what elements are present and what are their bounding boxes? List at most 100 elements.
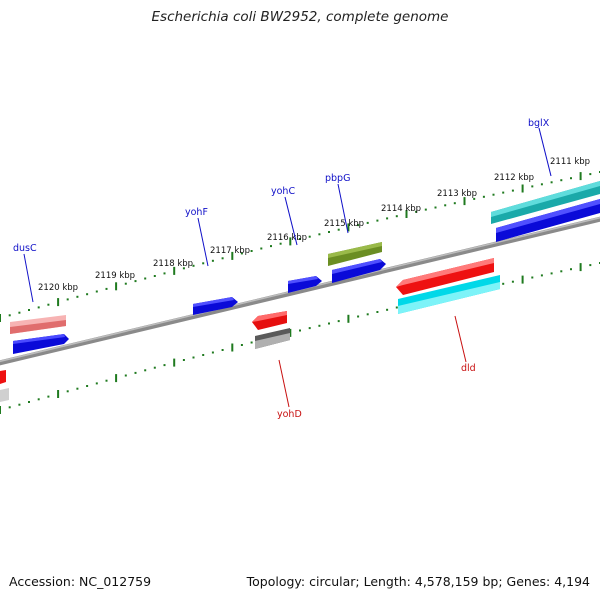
lower-track-minor-tick <box>211 351 214 354</box>
lower-track-minor-tick <box>570 268 572 271</box>
accession-text: Accession: NC_012759 <box>9 574 152 589</box>
lower-track-minor-tick <box>66 390 69 393</box>
lower-track-minor-tick <box>105 379 108 382</box>
upper-track-minor-tick <box>8 314 11 317</box>
upper-track-major-tick <box>521 184 524 193</box>
lower-track-minor-tick <box>76 387 79 390</box>
upper-track-minor-tick <box>531 185 534 188</box>
upper-track-minor-tick <box>124 282 127 285</box>
upper-track-minor-tick <box>376 219 379 222</box>
upper-track-minor-tick <box>221 257 224 260</box>
callout-pbpG <box>337 183 349 234</box>
gene-dld-feature[interactable] <box>396 258 494 295</box>
gene-pbpG-feature[interactable] <box>328 242 382 266</box>
lower-track-minor-tick <box>202 354 205 356</box>
gene-blue-arrow-2[interactable] <box>332 259 386 283</box>
upper-track-major-tick <box>289 237 292 246</box>
tick-label-2115: 2115 kbp <box>324 219 364 229</box>
lower-track-minor-tick <box>531 276 534 279</box>
upper-track-minor-tick <box>434 206 437 209</box>
gene-label-dld: dld <box>461 363 476 374</box>
gene-red-arrow-left[interactable] <box>0 370 6 384</box>
upper-track-minor-tick <box>202 262 205 265</box>
upper-track-minor-tick <box>37 306 40 309</box>
callout-yohF <box>197 217 209 267</box>
gene-yohC-feature[interactable] <box>288 276 322 293</box>
lower-track-minor-tick <box>250 341 253 344</box>
lower-track-minor-tick <box>357 315 360 318</box>
callout-bglX <box>538 127 552 177</box>
lower-track-minor-tick <box>144 369 147 372</box>
upper-track-minor-tick <box>299 238 301 240</box>
upper-track-minor-tick <box>192 264 195 267</box>
lower-track-minor-tick <box>124 374 127 377</box>
gene-grey-left[interactable] <box>0 388 9 402</box>
upper-track-minor-tick <box>95 290 98 293</box>
topology-summary-text: Topology: circular; Length: 4,578,159 bp… <box>246 574 590 589</box>
upper-track-minor-tick <box>76 295 79 298</box>
upper-track-minor-tick <box>134 280 137 283</box>
gene-label-yohD: yohD <box>277 409 302 420</box>
tick-label-2111: 2111 kbp <box>550 157 590 167</box>
upper-track-minor-tick <box>550 181 553 184</box>
lower-track-minor-tick <box>134 371 137 374</box>
tick-label-2118: 2118 kbp <box>153 259 193 269</box>
upper-track-major-tick <box>405 210 408 218</box>
gene-label-yohF: yohF <box>185 207 208 218</box>
callout-dusC <box>23 253 34 303</box>
lower-track-minor-tick <box>192 356 195 359</box>
lower-track-minor-tick <box>153 366 156 369</box>
genome-backbone <box>0 216 600 366</box>
gene-dusC-feature[interactable] <box>10 315 66 334</box>
lower-track-minor-tick <box>47 395 50 398</box>
upper-track-major-tick <box>57 298 60 307</box>
upper-track-minor-tick <box>395 215 398 218</box>
gene-bglX-feature[interactable] <box>491 181 600 224</box>
upper-track-minor-tick <box>328 231 330 233</box>
lower-track-minor-tick <box>163 364 166 367</box>
callout-yohD <box>278 359 290 408</box>
upper-track-minor-tick <box>570 177 572 180</box>
upper-track-minor-tick <box>211 259 214 262</box>
lower-track-minor-tick <box>511 280 514 283</box>
gene-red-arrow-1[interactable] <box>252 311 287 330</box>
lower-track-minor-tick <box>18 403 21 406</box>
gene-blue-arrow-3[interactable] <box>496 199 600 242</box>
upper-track-minor-tick <box>144 277 147 280</box>
gene-blue-arrow-1[interactable] <box>13 334 69 354</box>
gene-yohF-feature[interactable] <box>193 297 238 315</box>
upper-track-major-tick <box>579 172 582 181</box>
upper-track-minor-tick <box>308 235 311 238</box>
upper-track-minor-tick <box>589 173 592 176</box>
callout-dld <box>454 315 467 363</box>
upper-track-minor-tick <box>415 210 418 213</box>
tick-label-2116: 2116 kbp <box>267 233 307 243</box>
upper-track-minor-tick <box>540 183 543 186</box>
upper-track-minor-tick <box>318 233 321 236</box>
upper-track-minor-tick <box>250 250 253 252</box>
lower-track-major-tick <box>347 314 350 323</box>
upper-track-minor-tick <box>337 228 340 231</box>
lower-track-major-tick <box>0 406 1 414</box>
upper-track-minor-tick <box>66 298 69 301</box>
upper-track-minor-tick <box>163 272 166 275</box>
upper-track-minor-tick <box>182 267 185 270</box>
upper-track-minor-tick <box>260 247 263 250</box>
gene-cyan-arrow[interactable] <box>398 275 500 314</box>
lower-track-minor-tick <box>376 311 379 313</box>
upper-track-minor-tick <box>105 287 108 290</box>
upper-track-minor-tick <box>357 224 360 227</box>
lower-track-minor-tick <box>502 282 505 285</box>
lower-track-minor-tick <box>550 272 553 275</box>
tick-label-2113: 2113 kbp <box>437 189 477 199</box>
lower-track-minor-tick <box>299 329 301 332</box>
lower-track-minor-tick <box>366 313 369 316</box>
upper-track-minor-tick <box>560 179 563 182</box>
upper-track-major-tick <box>115 282 118 291</box>
gene-yohD-feature[interactable] <box>255 328 290 349</box>
lower-track-minor-tick <box>589 264 592 267</box>
lower-track-major-tick <box>173 358 176 367</box>
tick-label-2120: 2120 kbp <box>38 283 78 293</box>
gene-label-pbpG: pbpG <box>325 173 350 184</box>
lower-track-minor-tick <box>37 398 40 401</box>
